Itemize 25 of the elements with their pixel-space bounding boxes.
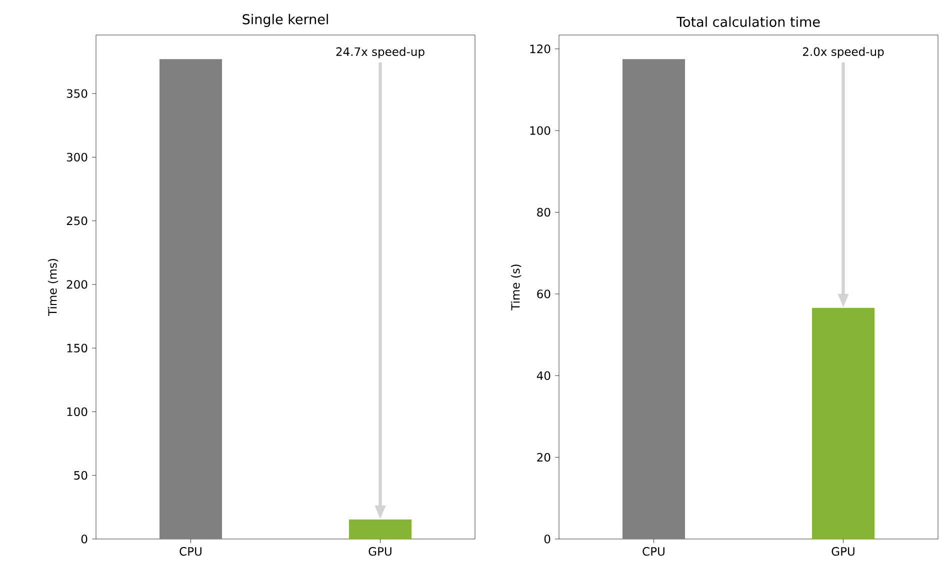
y-tick-label: 300: [66, 152, 88, 162]
x-tick-label: GPU: [832, 547, 854, 556]
y-tick-label: 0: [544, 534, 550, 544]
y-tick-label: 250: [66, 216, 88, 226]
annotation: 2.0x speed-up: [802, 47, 884, 58]
y-tick-label: 0: [81, 534, 88, 544]
y-tick-label: 350: [66, 89, 88, 98]
y-tick-label: 60: [537, 290, 550, 298]
y-tick-label: 80: [537, 208, 550, 217]
chart-title: Total calculation time: [676, 16, 820, 27]
y-tick-label: 50: [74, 471, 88, 480]
y-tick-label: 120: [530, 44, 550, 54]
x-tick-label: GPU: [368, 547, 392, 556]
y-tick-label: 100: [530, 126, 550, 135]
y-tick-label: 40: [536, 371, 550, 380]
chart-title: Single kernel: [242, 14, 328, 27]
annotation: 24.7x speed-up: [336, 47, 424, 58]
y-axis-title: Time (ms): [48, 259, 58, 316]
y-axis-title: Time (s): [510, 264, 522, 310]
y-tick-label: 20: [537, 452, 550, 462]
y-tick-label: 200: [66, 280, 88, 289]
x-tick-label: CPU: [642, 547, 664, 556]
y-tick-label: 150: [67, 344, 88, 352]
y-tick-label: 100: [67, 407, 88, 416]
x-tick-label: CPU: [180, 547, 202, 556]
